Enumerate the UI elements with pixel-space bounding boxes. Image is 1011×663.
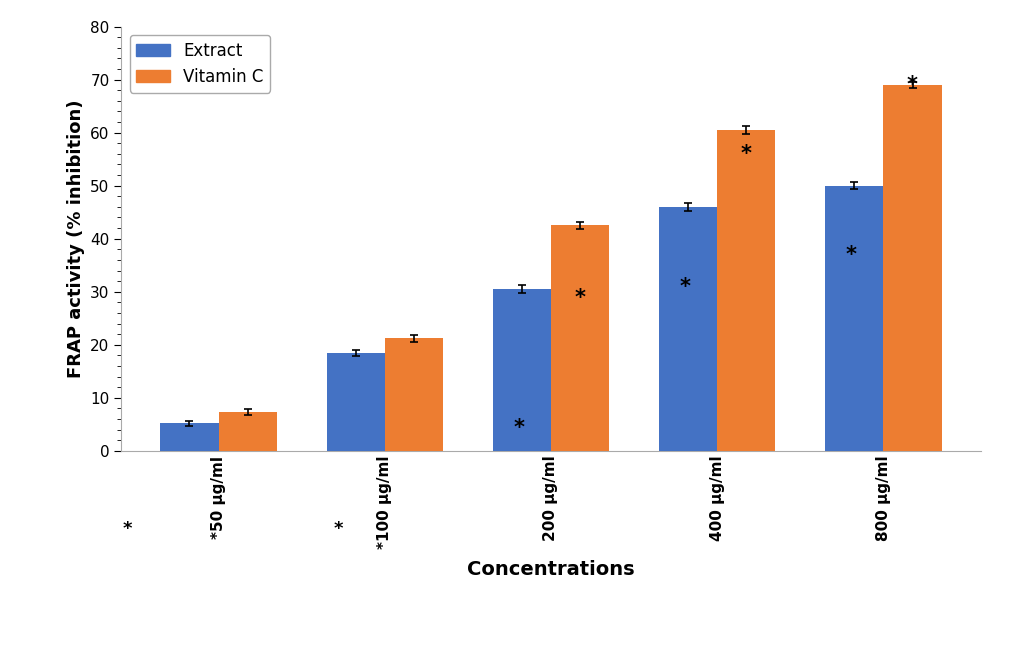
- Text: *: *: [741, 145, 752, 164]
- X-axis label: Concentrations: Concentrations: [467, 560, 635, 579]
- Bar: [551, 225, 610, 451]
- Text: *: *: [679, 277, 691, 297]
- Text: *: *: [907, 76, 918, 95]
- Bar: [717, 130, 775, 451]
- Bar: [884, 85, 941, 451]
- Text: *: *: [122, 520, 131, 538]
- Text: *: *: [513, 418, 524, 438]
- Text: *: *: [334, 520, 343, 538]
- Bar: [327, 353, 385, 451]
- Bar: [492, 289, 551, 451]
- Legend: Extract, Vitamin C: Extract, Vitamin C: [129, 35, 270, 93]
- Bar: [385, 338, 443, 451]
- Bar: [659, 207, 717, 451]
- Text: *: *: [574, 288, 585, 308]
- Bar: [218, 412, 277, 451]
- Text: *: *: [845, 245, 856, 265]
- Bar: [825, 186, 884, 451]
- Y-axis label: FRAP activity (% inhibition): FRAP activity (% inhibition): [67, 99, 85, 378]
- Bar: [161, 423, 218, 451]
